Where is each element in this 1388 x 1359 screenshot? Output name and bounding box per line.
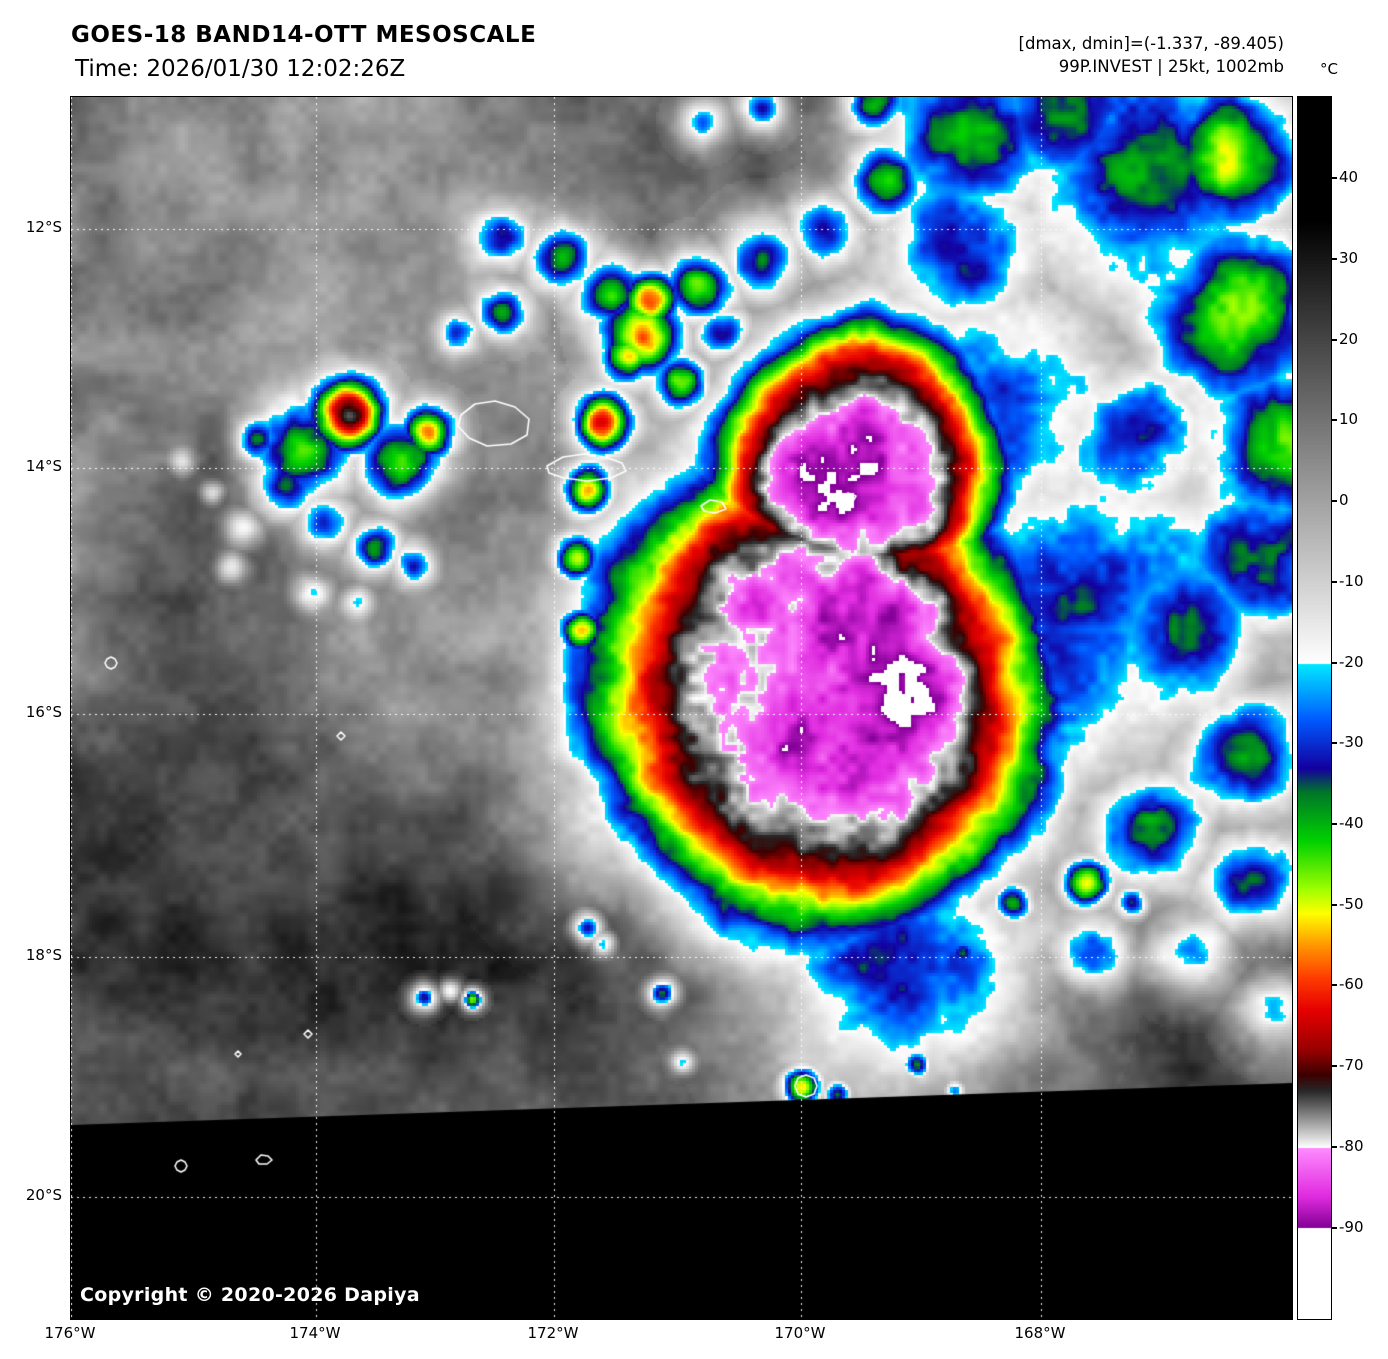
satellite-map: Copyright © 2020-2026 Dapiya xyxy=(70,96,1293,1320)
colorbar-tick-mark xyxy=(1331,903,1337,906)
colorbar-tick-mark xyxy=(1331,419,1337,422)
colorbar-tick-mark xyxy=(1331,177,1337,180)
colorbar-tick-label: -30 xyxy=(1339,733,1364,752)
colorbar-tick-mark xyxy=(1331,580,1337,583)
colorbar-tick-label: -80 xyxy=(1339,1136,1364,1155)
colorbar-tick-mark xyxy=(1331,258,1337,261)
colorbar-tick-mark xyxy=(1331,823,1337,826)
colorbar-tick-mark xyxy=(1331,1145,1337,1148)
colorbar-tick-label: -50 xyxy=(1339,894,1364,913)
colorbar-tick-label: -10 xyxy=(1339,571,1364,590)
satellite-imagery-canvas xyxy=(71,97,1292,1319)
product-time: Time: 2026/01/30 12:02:26Z xyxy=(75,56,406,82)
copyright-label: Copyright © 2020-2026 Dapiya xyxy=(80,1284,420,1306)
colorbar-tick-label: 20 xyxy=(1339,329,1359,348)
colorbar-tick-label: -20 xyxy=(1339,652,1364,671)
colorbar-tick-mark xyxy=(1331,338,1337,341)
colorbar-tick-mark xyxy=(1331,742,1337,745)
colorbar-tick-label: 0 xyxy=(1339,491,1349,510)
colorbar-tick-label: -70 xyxy=(1339,1056,1364,1075)
lat-tick-label: 14°S xyxy=(25,457,62,475)
colorbar-tick-mark xyxy=(1331,984,1337,987)
lon-tick-label: 174°W xyxy=(289,1324,341,1342)
colorbar-unit-label: °C xyxy=(1320,60,1338,78)
dmax-dmin-readout: [dmax, dmin]=(-1.337, -89.405) xyxy=(1018,34,1284,53)
lat-tick-label: 12°S xyxy=(25,218,62,236)
colorbar-tick-mark xyxy=(1331,1226,1337,1229)
lon-tick-label: 176°W xyxy=(44,1324,96,1342)
colorbar-tick-label: -90 xyxy=(1339,1217,1364,1236)
colorbar xyxy=(1297,96,1332,1320)
colorbar-tick-mark xyxy=(1331,1065,1337,1068)
header-readouts: [dmax, dmin]=(-1.337, -89.405) 99P.INVES… xyxy=(1019,32,1284,78)
lat-tick-label: 16°S xyxy=(25,703,62,721)
colorbar-tick-label: 40 xyxy=(1339,168,1359,187)
colorbar-tick-label: -40 xyxy=(1339,814,1364,833)
colorbar-tick-mark xyxy=(1331,661,1337,664)
colorbar-tick-mark xyxy=(1331,500,1337,503)
colorbar-tick-label: 10 xyxy=(1339,410,1359,429)
colorbar-tick-label: -60 xyxy=(1339,975,1364,994)
lat-tick-label: 20°S xyxy=(25,1186,62,1204)
lat-tick-label: 18°S xyxy=(25,946,62,964)
storm-info-readout: 99P.INVEST | 25kt, 1002mb xyxy=(1058,57,1284,76)
product-title: GOES-18 BAND14-OTT MESOSCALE xyxy=(71,22,537,48)
lon-tick-label: 170°W xyxy=(774,1324,826,1342)
lon-tick-label: 172°W xyxy=(527,1324,579,1342)
colorbar-tick-label: 30 xyxy=(1339,249,1359,268)
lon-tick-label: 168°W xyxy=(1014,1324,1066,1342)
